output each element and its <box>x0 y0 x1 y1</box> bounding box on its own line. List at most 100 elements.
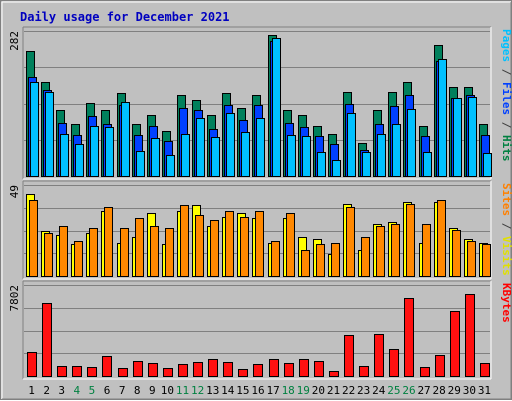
bar-pages-day-9 <box>151 138 160 177</box>
legend-item: Sites <box>500 183 512 216</box>
bar-sites-day-24 <box>376 226 385 277</box>
bar-kbytes-day-17 <box>269 359 279 377</box>
y-max-label: 282 <box>8 31 21 51</box>
bar-sites-day-20 <box>316 244 325 277</box>
x-tick-label: 10 <box>161 384 174 397</box>
bar-kbytes-day-16 <box>253 364 263 377</box>
bar-pages-day-15 <box>241 132 250 177</box>
y-max-label: 49 <box>8 185 21 198</box>
bar-kbytes-day-26 <box>404 298 414 377</box>
bar-pages-day-26 <box>407 109 416 177</box>
bar-sites-day-3 <box>59 226 68 277</box>
bar-kbytes-day-15 <box>238 369 248 377</box>
x-tick-label: 24 <box>372 384 386 397</box>
bar-kbytes-day-30 <box>465 294 475 377</box>
bar-sites-day-19 <box>301 250 310 277</box>
bar-kbytes-day-11 <box>178 364 188 377</box>
bar-kbytes-day-27 <box>420 367 430 377</box>
y-max-label: 7802 <box>8 285 21 312</box>
bar-kbytes-day-8 <box>133 361 143 377</box>
bar-pages-day-10 <box>166 155 175 177</box>
bar-kbytes-day-3 <box>57 366 67 377</box>
bar-kbytes-day-24 <box>374 334 384 377</box>
bar-sites-day-1 <box>29 200 38 277</box>
bar-pages-day-28 <box>438 59 447 177</box>
x-tick-label: 22 <box>342 384 355 397</box>
bar-pages-day-5 <box>90 126 99 177</box>
bar-pages-day-30 <box>468 97 477 177</box>
bar-pages-day-13 <box>211 137 220 177</box>
x-tick-label: 17 <box>266 384 279 397</box>
bar-pages-day-2 <box>45 92 54 177</box>
x-tick-label: 15 <box>236 384 249 397</box>
x-tick-label: 16 <box>251 384 264 397</box>
bar-sites-day-8 <box>135 218 144 277</box>
bar-pages-day-20 <box>317 152 326 177</box>
bar-sites-day-9 <box>150 226 159 277</box>
x-tick-label: 20 <box>312 384 325 397</box>
bar-pages-day-16 <box>256 118 265 177</box>
x-tick-label: 6 <box>104 384 111 397</box>
x-tick-label: 18 <box>282 384 295 397</box>
bar-kbytes-day-21 <box>329 371 339 377</box>
panel-legend: Sites / Visits <box>500 183 512 276</box>
legend-item: / <box>500 62 512 82</box>
bar-pages-day-24 <box>377 134 386 177</box>
bar-sites-day-2 <box>44 233 53 277</box>
bar-kbytes-day-2 <box>42 303 52 377</box>
x-tick-label: 1 <box>28 384 35 397</box>
bar-sites-day-18 <box>286 213 295 277</box>
x-tick-label: 7 <box>119 384 126 397</box>
bar-kbytes-day-5 <box>87 367 97 377</box>
bar-kbytes-day-10 <box>163 368 173 377</box>
bar-pages-day-22 <box>347 113 356 177</box>
bar-sites-day-10 <box>165 228 174 277</box>
bar-pages-day-25 <box>392 124 401 177</box>
panel-kbytes: 7802 KBytes <box>8 280 512 380</box>
bar-sites-day-11 <box>180 205 189 277</box>
bar-pages-day-19 <box>302 136 311 177</box>
bar-sites-day-16 <box>255 211 264 277</box>
bar-kbytes-day-9 <box>148 363 158 377</box>
chart-title: Daily usage for December 2021 <box>20 10 230 24</box>
x-tick-label: 13 <box>206 384 219 397</box>
bar-kbytes-day-22 <box>344 335 354 377</box>
x-tick-label: 3 <box>58 384 65 397</box>
bar-sites-day-31 <box>482 244 491 277</box>
bar-kbytes-day-12 <box>193 362 203 377</box>
legend-item: Visits <box>500 236 512 276</box>
bar-kbytes-day-31 <box>480 363 490 377</box>
x-tick-label: 21 <box>327 384 340 397</box>
bar-pages-day-4 <box>75 144 84 177</box>
x-tick-label: 23 <box>357 384 370 397</box>
x-tick-label: 27 <box>417 384 430 397</box>
bar-kbytes-day-23 <box>359 366 369 377</box>
bar-pages-day-18 <box>287 135 296 177</box>
legend-item: / <box>500 115 512 135</box>
bar-kbytes-day-1 <box>27 352 37 377</box>
bar-kbytes-day-14 <box>223 362 233 377</box>
bar-pages-day-12 <box>196 118 205 177</box>
x-tick-label: 2 <box>43 384 50 397</box>
legend-item: / <box>500 216 512 236</box>
bar-pages-day-29 <box>453 98 462 177</box>
panel-legend: Pages / Files / Hits <box>500 29 512 162</box>
x-tick-label: 8 <box>134 384 141 397</box>
bar-kbytes-day-28 <box>435 355 445 377</box>
bar-pages-day-31 <box>483 153 492 177</box>
bar-sites-day-25 <box>391 224 400 277</box>
bar-pages-day-21 <box>332 160 341 177</box>
x-tick-label: 28 <box>433 384 446 397</box>
bar-kbytes-day-7 <box>118 368 128 377</box>
x-tick-label: 14 <box>221 384 235 397</box>
bar-sites-day-22 <box>346 207 355 277</box>
bar-pages-day-27 <box>423 152 432 177</box>
bar-sites-day-29 <box>452 230 461 277</box>
bar-pages-day-11 <box>181 134 190 177</box>
legend-item: KBytes <box>500 283 512 323</box>
bar-pages-day-14 <box>226 113 235 177</box>
x-tick-label: 29 <box>448 384 461 397</box>
bar-sites-day-15 <box>240 217 249 277</box>
bar-sites-day-17 <box>271 241 280 277</box>
